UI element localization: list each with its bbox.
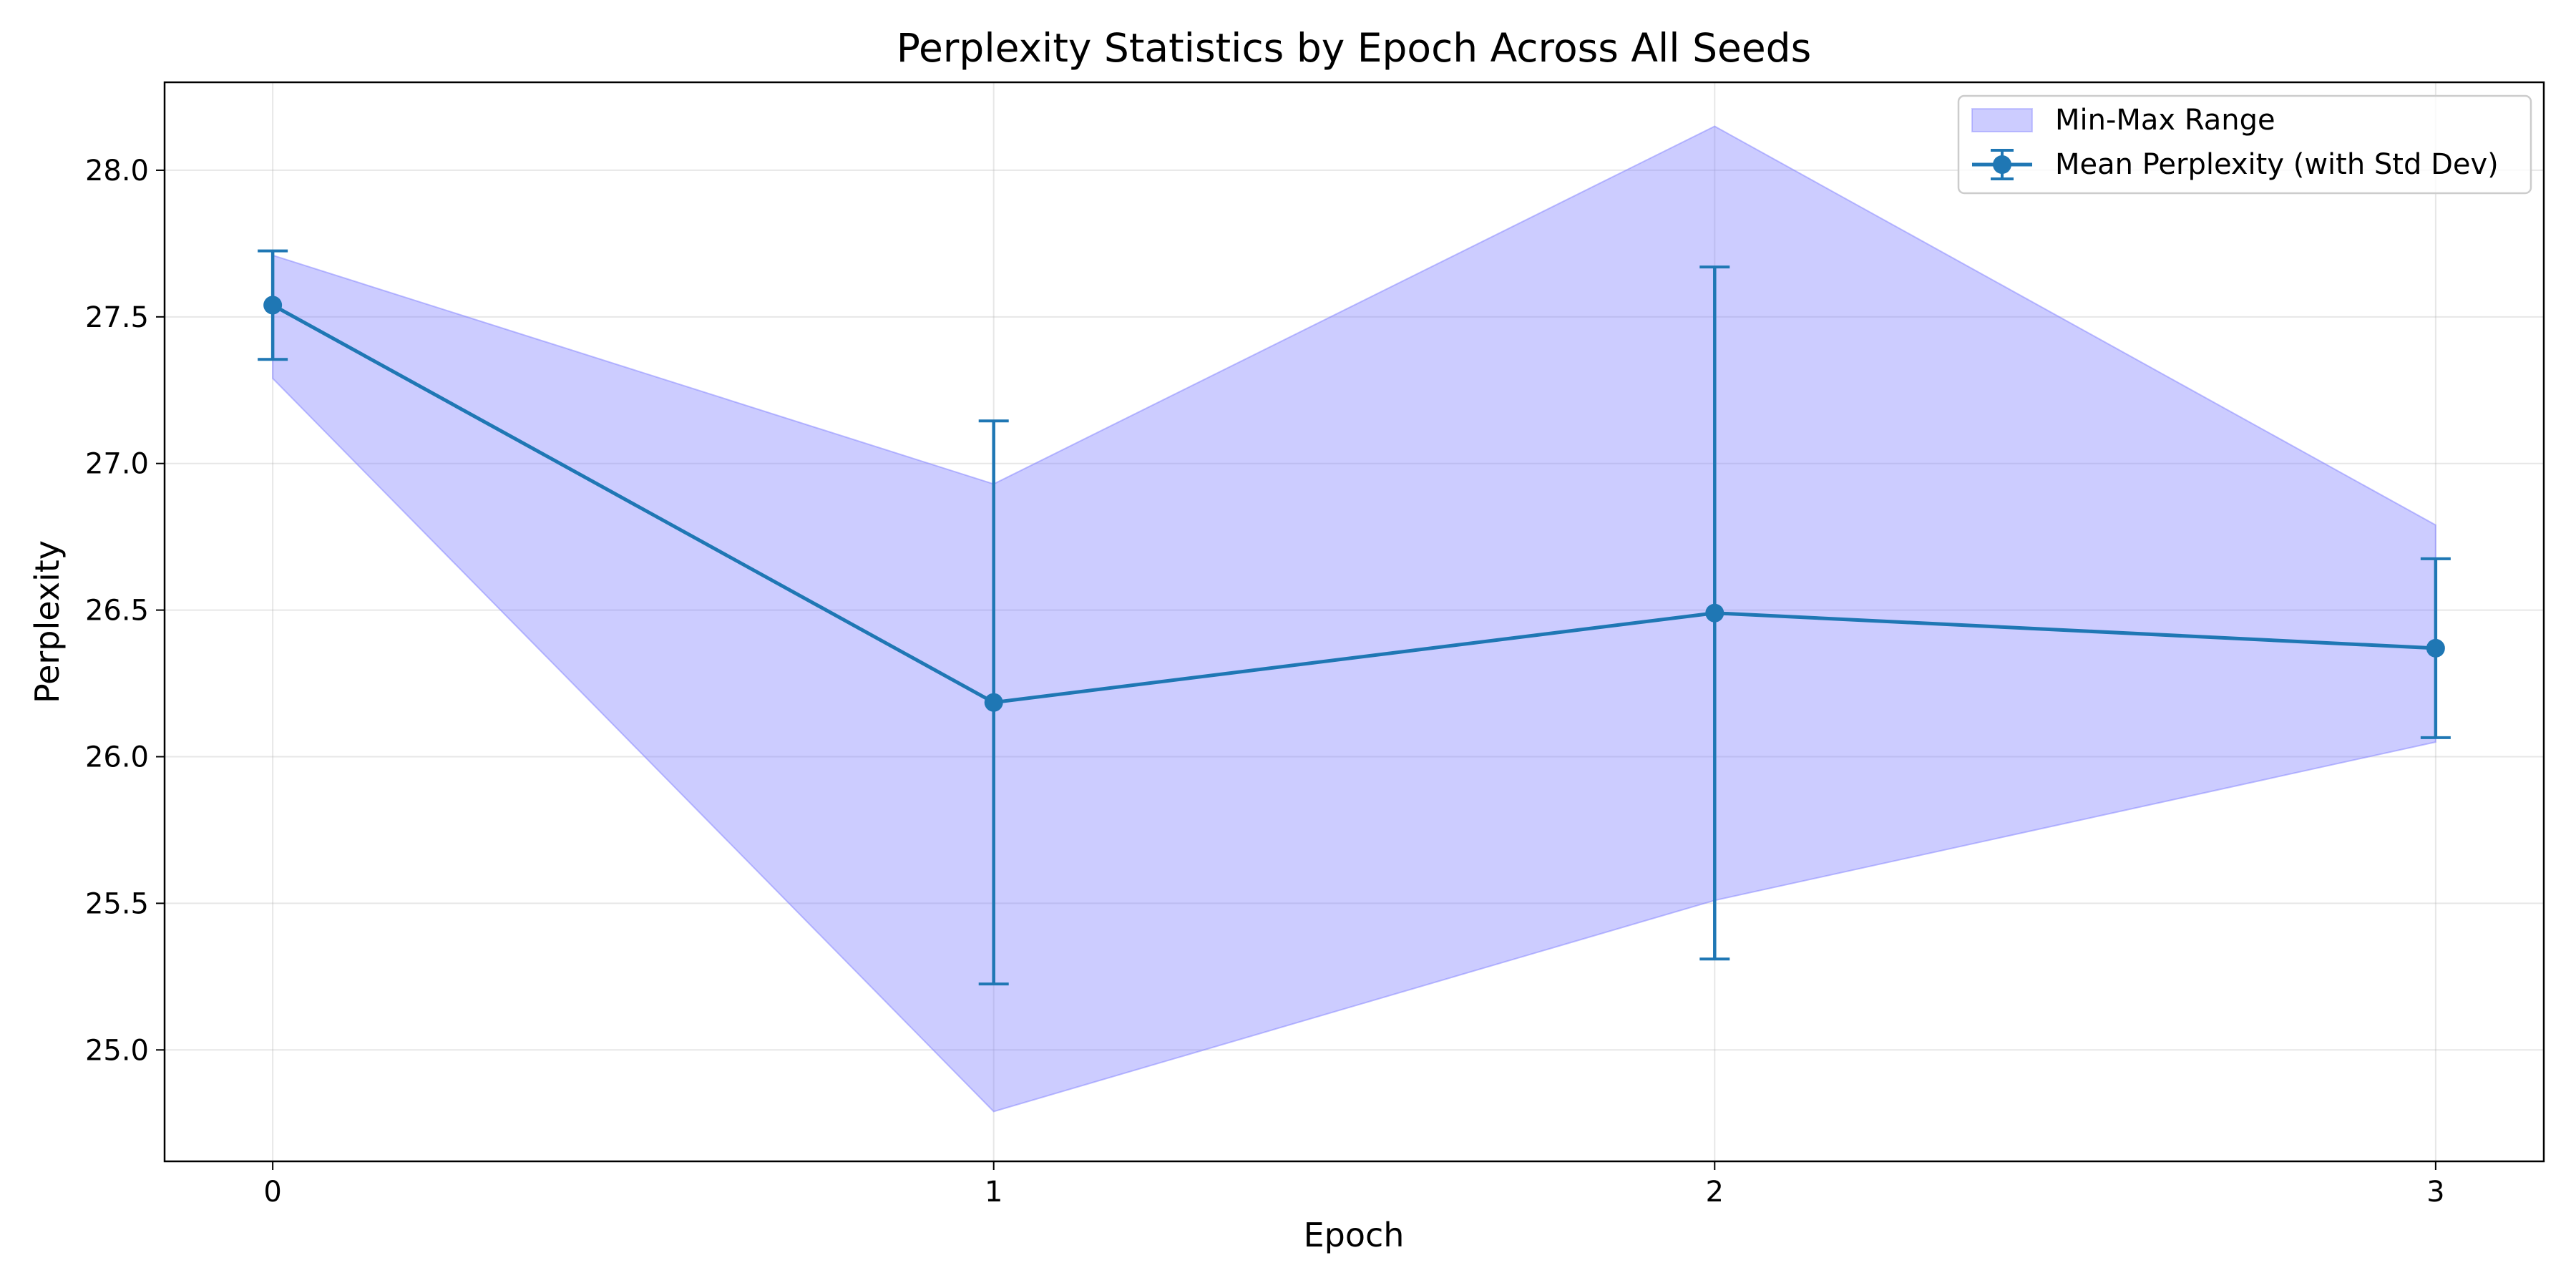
mean-point — [984, 693, 1003, 712]
x-axis-label: Epoch — [1304, 1216, 1405, 1254]
mean-point — [1705, 603, 1724, 623]
legend-label-range: Min-Max Range — [2055, 104, 2275, 137]
legend-box — [1957, 94, 2532, 195]
y-tick-label: 25.5 — [85, 887, 149, 920]
min-max-band-layer — [272, 125, 2436, 1113]
y-axis-ticks: 25.0 25.5 26.0 26.5 27.0 27.5 28.0 — [85, 155, 165, 1067]
y-tick-label: 26.0 — [85, 741, 149, 774]
legend: Min-Max Range Mean Perplexity (with Std … — [1957, 94, 2532, 195]
mean-point — [2426, 638, 2445, 658]
x-tick-label: 1 — [985, 1176, 1002, 1209]
y-axis-label: Perplexity — [28, 540, 67, 703]
chart-title: Perplexity Statistics by Epoch Across Al… — [897, 25, 1811, 71]
legend-swatch-range — [1971, 108, 2033, 132]
y-tick-label: 28.0 — [85, 155, 149, 187]
plot-frame — [163, 81, 2545, 1163]
x-axis-ticks: 0 1 2 3 — [263, 1161, 2445, 1209]
min-max-band — [272, 125, 2436, 1113]
legend-label-mean: Mean Perplexity (with Std Dev) — [2055, 148, 2499, 181]
y-tick-label: 27.0 — [85, 448, 149, 481]
mean-point — [263, 296, 283, 315]
legend-marker-mean — [1972, 149, 2032, 180]
x-tick-label: 3 — [2426, 1176, 2444, 1209]
mean-line-layer — [271, 303, 2436, 705]
mean-point-layer — [263, 296, 2445, 712]
y-tick-label: 26.5 — [85, 595, 149, 628]
x-tick-label: 2 — [1706, 1176, 1724, 1209]
y-tick-label: 27.5 — [85, 301, 149, 334]
x-tick-label: 0 — [263, 1176, 281, 1209]
y-tick-label: 25.0 — [85, 1034, 149, 1067]
mean-line — [271, 303, 2436, 705]
